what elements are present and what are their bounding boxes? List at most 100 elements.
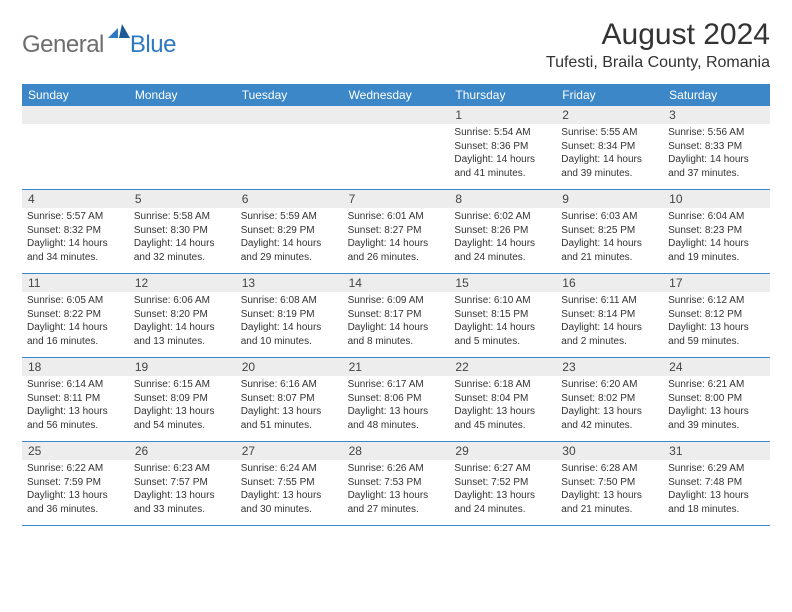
day-cell: Sunrise: 6:23 AMSunset: 7:57 PMDaylight:… xyxy=(129,460,236,526)
day-cell: Sunrise: 6:24 AMSunset: 7:55 PMDaylight:… xyxy=(236,460,343,526)
day-cell: Sunrise: 6:22 AMSunset: 7:59 PMDaylight:… xyxy=(22,460,129,526)
day-cell-blank xyxy=(22,124,129,190)
day-cell: Sunrise: 5:56 AMSunset: 8:33 PMDaylight:… xyxy=(663,124,770,190)
day-number: 14 xyxy=(343,274,450,292)
weekday-label: Friday xyxy=(556,84,663,106)
weekday-label: Saturday xyxy=(663,84,770,106)
calendar-week: 45678910Sunrise: 5:57 AMSunset: 8:32 PMD… xyxy=(22,190,770,274)
calendar: SundayMondayTuesdayWednesdayThursdayFrid… xyxy=(22,84,770,526)
weekday-label: Tuesday xyxy=(236,84,343,106)
day-cell: Sunrise: 6:16 AMSunset: 8:07 PMDaylight:… xyxy=(236,376,343,442)
day-cell-blank xyxy=(343,124,450,190)
day-number: 8 xyxy=(449,190,556,208)
day-cell: Sunrise: 6:03 AMSunset: 8:25 PMDaylight:… xyxy=(556,208,663,274)
daynum-row: 18192021222324 xyxy=(22,358,770,376)
details-row: Sunrise: 5:54 AMSunset: 8:36 PMDaylight:… xyxy=(22,124,770,190)
day-cell: Sunrise: 6:15 AMSunset: 8:09 PMDaylight:… xyxy=(129,376,236,442)
day-cell: Sunrise: 5:54 AMSunset: 8:36 PMDaylight:… xyxy=(449,124,556,190)
day-cell: Sunrise: 6:20 AMSunset: 8:02 PMDaylight:… xyxy=(556,376,663,442)
details-row: Sunrise: 6:22 AMSunset: 7:59 PMDaylight:… xyxy=(22,460,770,526)
day-cell: Sunrise: 6:29 AMSunset: 7:48 PMDaylight:… xyxy=(663,460,770,526)
logo: General Blue xyxy=(22,18,176,59)
day-number: 2 xyxy=(556,106,663,124)
day-cell: Sunrise: 6:18 AMSunset: 8:04 PMDaylight:… xyxy=(449,376,556,442)
day-number: 11 xyxy=(22,274,129,292)
day-cell: Sunrise: 6:14 AMSunset: 8:11 PMDaylight:… xyxy=(22,376,129,442)
day-number: 9 xyxy=(556,190,663,208)
header: General Blue August 2024 Tufesti, Braila… xyxy=(0,0,792,78)
details-row: Sunrise: 6:05 AMSunset: 8:22 PMDaylight:… xyxy=(22,292,770,358)
day-number: 18 xyxy=(22,358,129,376)
day-cell: Sunrise: 5:59 AMSunset: 8:29 PMDaylight:… xyxy=(236,208,343,274)
day-number: 1 xyxy=(449,106,556,124)
day-cell: Sunrise: 6:04 AMSunset: 8:23 PMDaylight:… xyxy=(663,208,770,274)
weekday-label: Wednesday xyxy=(343,84,450,106)
day-number: 3 xyxy=(663,106,770,124)
day-cell: Sunrise: 6:01 AMSunset: 8:27 PMDaylight:… xyxy=(343,208,450,274)
day-cell: Sunrise: 5:58 AMSunset: 8:30 PMDaylight:… xyxy=(129,208,236,274)
day-number: 10 xyxy=(663,190,770,208)
day-cell: Sunrise: 6:08 AMSunset: 8:19 PMDaylight:… xyxy=(236,292,343,358)
day-number: 21 xyxy=(343,358,450,376)
logo-text-general: General xyxy=(22,31,104,59)
logo-flag-icon xyxy=(108,24,130,45)
day-number: 28 xyxy=(343,442,450,460)
day-number: 7 xyxy=(343,190,450,208)
day-cell: Sunrise: 6:05 AMSunset: 8:22 PMDaylight:… xyxy=(22,292,129,358)
details-row: Sunrise: 6:14 AMSunset: 8:11 PMDaylight:… xyxy=(22,376,770,442)
day-number: 12 xyxy=(129,274,236,292)
logo-text-blue: Blue xyxy=(130,31,176,59)
day-number: 15 xyxy=(449,274,556,292)
month-title: August 2024 xyxy=(546,18,770,52)
details-row: Sunrise: 5:57 AMSunset: 8:32 PMDaylight:… xyxy=(22,208,770,274)
day-number: 23 xyxy=(556,358,663,376)
day-number: 5 xyxy=(129,190,236,208)
day-cell: Sunrise: 5:57 AMSunset: 8:32 PMDaylight:… xyxy=(22,208,129,274)
day-number-blank xyxy=(236,106,343,124)
weekday-label: Thursday xyxy=(449,84,556,106)
calendar-week: 11121314151617Sunrise: 6:05 AMSunset: 8:… xyxy=(22,274,770,358)
calendar-week: 25262728293031Sunrise: 6:22 AMSunset: 7:… xyxy=(22,442,770,526)
day-cell: Sunrise: 6:02 AMSunset: 8:26 PMDaylight:… xyxy=(449,208,556,274)
day-cell: Sunrise: 6:28 AMSunset: 7:50 PMDaylight:… xyxy=(556,460,663,526)
day-number: 4 xyxy=(22,190,129,208)
weekday-label: Sunday xyxy=(22,84,129,106)
day-cell: Sunrise: 6:12 AMSunset: 8:12 PMDaylight:… xyxy=(663,292,770,358)
day-number: 29 xyxy=(449,442,556,460)
location: Tufesti, Braila County, Romania xyxy=(546,54,770,72)
day-number: 31 xyxy=(663,442,770,460)
day-number: 30 xyxy=(556,442,663,460)
title-block: August 2024 Tufesti, Braila County, Roma… xyxy=(546,18,770,72)
daynum-row: 123 xyxy=(22,106,770,124)
day-number-blank xyxy=(22,106,129,124)
day-number: 27 xyxy=(236,442,343,460)
day-number: 19 xyxy=(129,358,236,376)
daynum-row: 45678910 xyxy=(22,190,770,208)
day-cell-blank xyxy=(236,124,343,190)
day-number: 13 xyxy=(236,274,343,292)
day-cell: Sunrise: 6:11 AMSunset: 8:14 PMDaylight:… xyxy=(556,292,663,358)
day-cell: Sunrise: 6:09 AMSunset: 8:17 PMDaylight:… xyxy=(343,292,450,358)
day-cell: Sunrise: 5:55 AMSunset: 8:34 PMDaylight:… xyxy=(556,124,663,190)
weekday-label: Monday xyxy=(129,84,236,106)
day-number: 16 xyxy=(556,274,663,292)
day-cell: Sunrise: 6:27 AMSunset: 7:52 PMDaylight:… xyxy=(449,460,556,526)
calendar-week: 18192021222324Sunrise: 6:14 AMSunset: 8:… xyxy=(22,358,770,442)
day-cell: Sunrise: 6:06 AMSunset: 8:20 PMDaylight:… xyxy=(129,292,236,358)
daynum-row: 11121314151617 xyxy=(22,274,770,292)
day-number-blank xyxy=(129,106,236,124)
calendar-week: 123Sunrise: 5:54 AMSunset: 8:36 PMDaylig… xyxy=(22,106,770,190)
day-number-blank xyxy=(343,106,450,124)
day-cell: Sunrise: 6:10 AMSunset: 8:15 PMDaylight:… xyxy=(449,292,556,358)
day-number: 26 xyxy=(129,442,236,460)
day-number: 24 xyxy=(663,358,770,376)
day-cell-blank xyxy=(129,124,236,190)
weekday-header: SundayMondayTuesdayWednesdayThursdayFrid… xyxy=(22,84,770,106)
day-number: 22 xyxy=(449,358,556,376)
day-number: 20 xyxy=(236,358,343,376)
day-number: 25 xyxy=(22,442,129,460)
day-number: 17 xyxy=(663,274,770,292)
day-cell: Sunrise: 6:21 AMSunset: 8:00 PMDaylight:… xyxy=(663,376,770,442)
daynum-row: 25262728293031 xyxy=(22,442,770,460)
day-number: 6 xyxy=(236,190,343,208)
